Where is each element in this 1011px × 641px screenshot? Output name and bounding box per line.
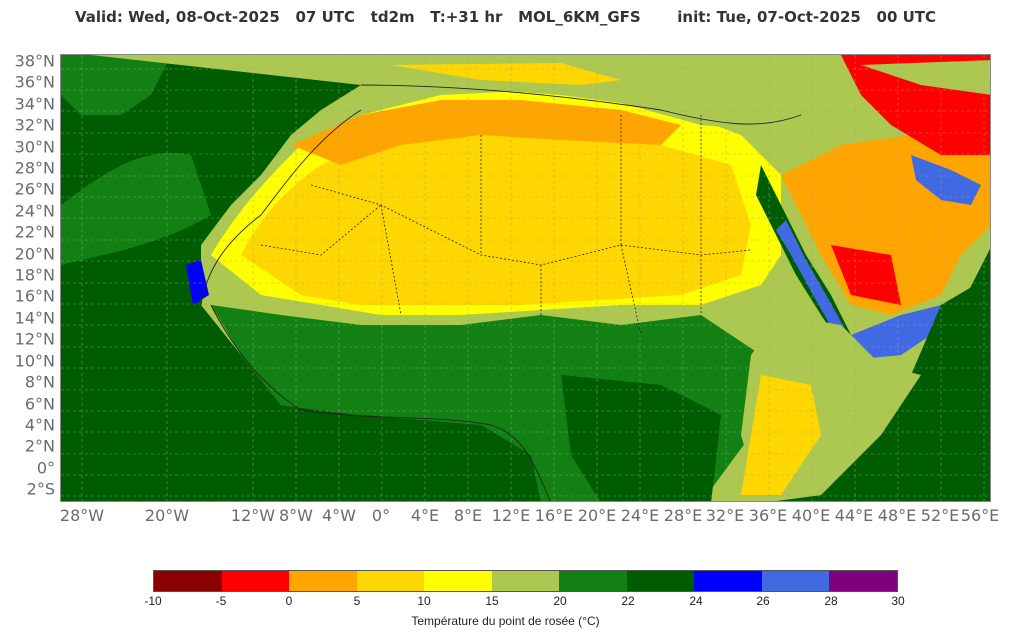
lon-label: 28°W [59, 506, 105, 525]
lat-label: 38°N [14, 51, 55, 71]
legend-color-swatch [559, 571, 627, 591]
gulf-of-aden [851, 305, 946, 360]
lat-label: 28°N [14, 158, 55, 178]
lat-label: 20°N [14, 244, 55, 264]
lat-label: 14°N [14, 308, 55, 328]
legend-tick: 22 [621, 594, 635, 608]
legend-tick: 5 [353, 594, 361, 608]
mediterranean-dry [391, 63, 621, 85]
lat-label: 2°N [24, 436, 55, 456]
legend-color-swatch [424, 571, 492, 591]
lat-label: 24°N [14, 201, 55, 221]
atlantic-north-patch [61, 55, 171, 115]
lon-label: 48°E [877, 506, 917, 525]
legend-tick: 10 [417, 594, 431, 608]
lon-label: 28°E [663, 506, 703, 525]
legend-tick: -10 [144, 594, 162, 608]
legend-color-swatch [694, 571, 762, 591]
lon-label: 56°E [960, 506, 1000, 525]
lon-label: 0° [371, 506, 391, 525]
legend-label: Température du point de rosée (°C) [411, 614, 600, 628]
lon-label: 4°E [410, 506, 440, 525]
lat-label: 34°N [14, 94, 55, 114]
color-legend [153, 570, 898, 592]
lat-label: 16°N [14, 286, 55, 306]
lon-label: 12°E [491, 506, 531, 525]
lat-label: 6°N [24, 394, 55, 414]
persian-gulf [911, 155, 981, 205]
sahara-gold [241, 125, 751, 305]
legend-color-swatch [154, 571, 222, 591]
legend-tick: -5 [215, 594, 227, 608]
lon-label: 4°W [322, 506, 356, 525]
lon-label: 52°E [920, 506, 960, 525]
legend-color-swatch [221, 571, 290, 591]
lat-label: 12°N [14, 329, 55, 349]
lat-label: 18°N [14, 265, 55, 285]
map-canvas [61, 55, 990, 501]
congo-humid [561, 375, 721, 501]
legend-tick: 15 [485, 594, 499, 608]
lat-label: 10°N [14, 351, 55, 371]
arabia-red [831, 245, 901, 305]
atlantic-patch [61, 153, 211, 265]
legend-tick: 0 [285, 594, 293, 608]
lat-label: 8°N [24, 372, 55, 392]
lon-label: 20°E [577, 506, 617, 525]
lon-label: 36°E [748, 506, 788, 525]
legend-color-swatch [491, 571, 560, 591]
lon-label: 24°E [620, 506, 660, 525]
lon-label: 8°E [453, 506, 483, 525]
lat-label: 30°N [14, 137, 55, 157]
legend-color-swatch [829, 571, 898, 591]
lat-label: 4°N [24, 415, 55, 435]
lat-label: 36°N [14, 72, 55, 92]
kenya-dry [741, 375, 821, 495]
legend-tick: 30 [891, 594, 905, 608]
legend-tick: 26 [756, 594, 770, 608]
dewpoint-map [60, 54, 991, 502]
legend-tick: 24 [689, 594, 703, 608]
lon-label: 44°E [834, 506, 874, 525]
lon-label: 8°W [279, 506, 313, 525]
lat-label: 22°N [14, 222, 55, 242]
lon-label: 32°E [705, 506, 745, 525]
lat-label: 32°N [14, 115, 55, 135]
lon-label: 40°E [791, 506, 831, 525]
legend-color-swatch [626, 571, 695, 591]
north-africa-orange [291, 100, 681, 165]
red-sea [776, 220, 851, 340]
lat-label: 0° [36, 458, 55, 478]
grid-lines [61, 55, 990, 501]
map-title: Valid: Wed, 08-Oct-2025 07 UTC td2m T:+3… [74, 8, 937, 26]
legend-tick: 20 [553, 594, 567, 608]
lat-label: 2°S [26, 479, 55, 499]
red-sea-coast [756, 165, 861, 355]
legend-color-swatch [761, 571, 830, 591]
legend-color-swatch [289, 571, 357, 591]
country-borders [260, 115, 752, 336]
legend-color-swatch [356, 571, 425, 591]
lon-label: 16°E [534, 506, 574, 525]
lon-label: 12°W [230, 506, 276, 525]
coastlines [200, 84, 802, 501]
legend-tick: 28 [824, 594, 838, 608]
lon-label: 20°W [144, 506, 190, 525]
lat-label: 26°N [14, 179, 55, 199]
